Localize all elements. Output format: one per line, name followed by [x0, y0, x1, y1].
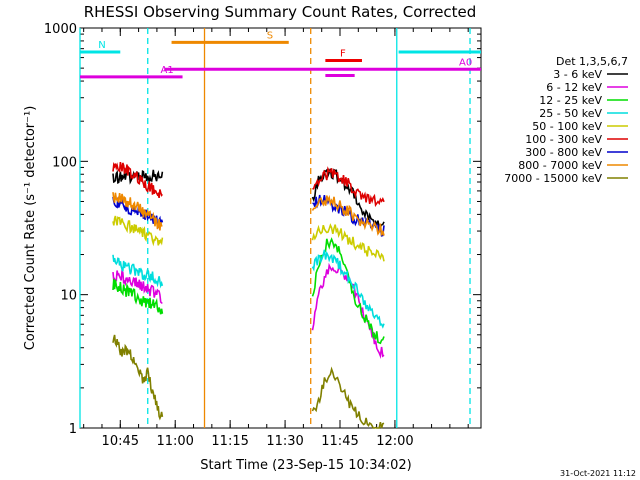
legend-label: 6 - 12 keV [546, 81, 602, 94]
flag-label: N [98, 40, 105, 51]
chart-title: RHESSI Observing Summary Count Rates, Co… [84, 3, 477, 21]
flag-label: F [340, 49, 346, 60]
legend-label: 800 - 7000 keV [518, 159, 602, 172]
series-line [112, 192, 163, 231]
flag-label: A0 [459, 57, 472, 68]
legend-label: 7000 - 15000 keV [504, 172, 602, 185]
flag-label: S [267, 30, 273, 41]
y-tick-label: 1000 [44, 22, 77, 37]
series-line [312, 166, 385, 208]
legend-label: 100 - 300 keV [525, 133, 602, 146]
y-tick-label: 1 [69, 422, 77, 437]
flag-label: A1 [161, 65, 174, 76]
x-tick-label: 11:00 [156, 434, 193, 449]
series-lines [112, 161, 385, 429]
x-tick-label: 11:15 [211, 434, 248, 449]
legend-label: 300 - 800 keV [525, 146, 602, 159]
series-line [112, 334, 164, 421]
x-tick-label: 10:45 [102, 434, 139, 449]
vertical-markers [79, 28, 471, 428]
legend-title: Det 1,3,5,6,7 [556, 55, 628, 68]
x-tick-label: 11:45 [321, 434, 358, 449]
plot-axes: 1 10 100 1000 10:45 11:00 11:15 11:30 11:45 12:00 [44, 22, 482, 449]
series-line [112, 254, 164, 289]
x-tick-label: 12:00 [376, 434, 413, 449]
flag-bars: N S F A0 A1 [80, 30, 481, 79]
series-line [112, 268, 163, 304]
y-tick-label: 10 [60, 289, 77, 304]
y-tick-label: 100 [52, 155, 77, 170]
x-axis-label: Start Time (23-Sep-15 10:34:02) [200, 458, 411, 473]
series-line [112, 161, 163, 199]
legend-label: 50 - 100 keV [532, 120, 602, 133]
x-tick-label: 11:30 [266, 434, 303, 449]
legend-label: 25 - 50 keV [539, 107, 602, 120]
series-line [311, 194, 385, 236]
series-line [311, 366, 385, 429]
y-axis-label: Corrected Count Rate (s⁻¹ detector⁻¹) [23, 106, 38, 351]
legend-label: 3 - 6 keV [553, 68, 602, 81]
series-line [311, 223, 385, 262]
footer-timestamp: 31-Oct-2021 11:12 [560, 469, 636, 478]
series-line [112, 215, 164, 247]
legend-label: 12 - 25 keV [539, 94, 602, 107]
series-line [112, 278, 164, 315]
series-line [311, 249, 385, 329]
